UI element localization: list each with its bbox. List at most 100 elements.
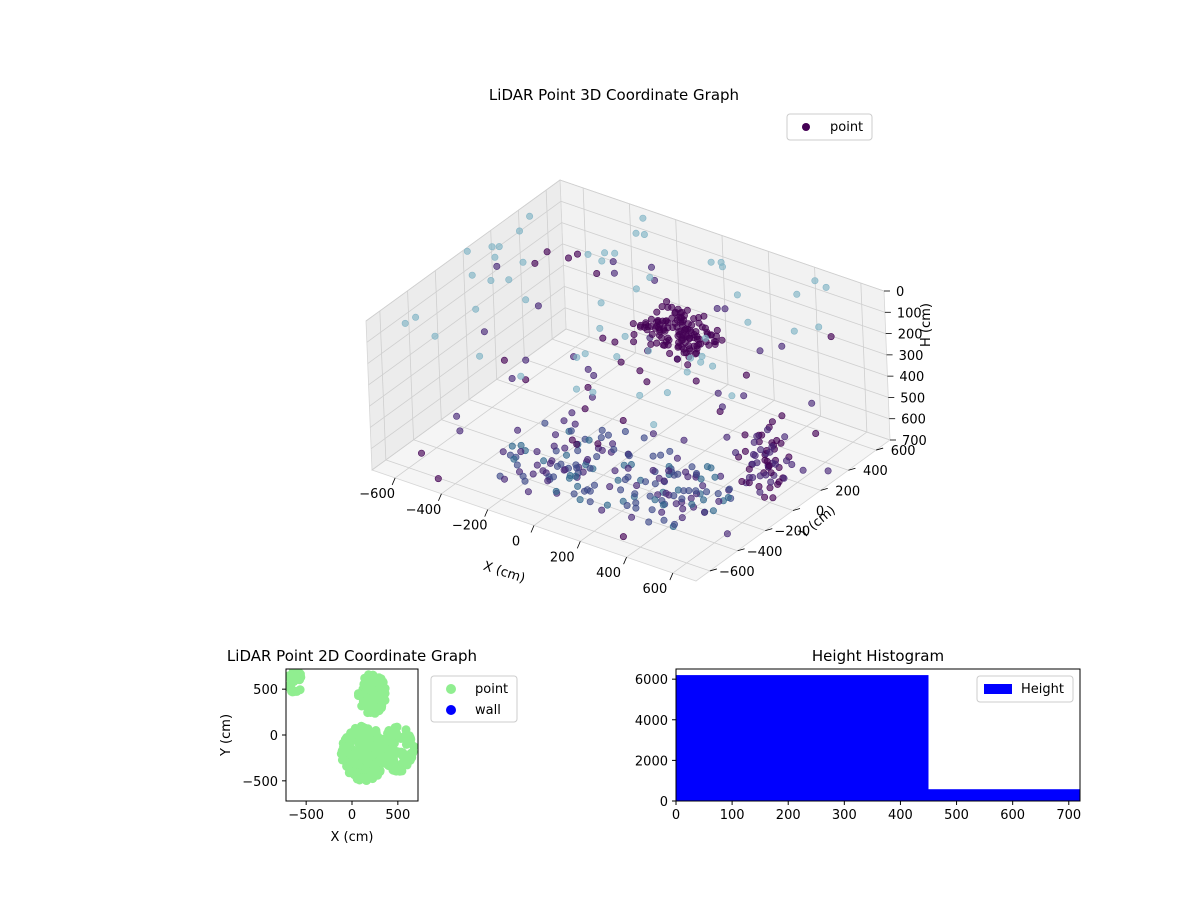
point-3d bbox=[692, 469, 700, 477]
point-3d bbox=[676, 330, 684, 338]
point-2d bbox=[355, 690, 365, 700]
x-tick-mark bbox=[669, 572, 674, 581]
point-3d bbox=[781, 433, 789, 441]
grid-y-side bbox=[545, 190, 553, 340]
grid-h-side bbox=[367, 222, 562, 364]
point-3d bbox=[517, 441, 525, 449]
point-3d bbox=[687, 494, 695, 502]
grid-h-side bbox=[369, 264, 564, 407]
point-3d bbox=[596, 324, 604, 332]
point-3d bbox=[660, 477, 668, 485]
point-3d bbox=[742, 371, 750, 379]
point-2d bbox=[359, 773, 369, 783]
point-3d bbox=[598, 257, 606, 265]
grid-x-back bbox=[582, 187, 590, 337]
point-3d bbox=[491, 253, 499, 261]
point-3d bbox=[570, 490, 578, 498]
histogram-bars bbox=[676, 675, 1080, 801]
point-3d bbox=[599, 334, 607, 342]
point-3d bbox=[598, 506, 606, 514]
point-3d bbox=[767, 478, 775, 486]
point-3d bbox=[741, 447, 749, 455]
point-3d bbox=[431, 332, 439, 340]
point-3d bbox=[644, 347, 652, 355]
y-tick-label: 600 bbox=[891, 444, 916, 459]
grid-y-side bbox=[379, 310, 387, 460]
point-3d bbox=[571, 472, 579, 480]
point-3d bbox=[597, 434, 605, 442]
point-3d bbox=[624, 464, 632, 472]
point-2d bbox=[363, 730, 373, 740]
point-3d bbox=[412, 313, 420, 321]
x-tick-label: 0 bbox=[672, 808, 680, 823]
chart-2d-ticks: −500 0 500 500 0 −500 bbox=[242, 683, 410, 823]
point-3d bbox=[741, 431, 749, 439]
point-3d bbox=[761, 493, 769, 501]
point-2d bbox=[338, 754, 348, 764]
point-3d bbox=[576, 496, 584, 504]
point-3d bbox=[710, 337, 718, 345]
grid-y-side bbox=[518, 210, 525, 360]
point-3d bbox=[571, 420, 579, 428]
point-3d bbox=[649, 452, 657, 460]
point-3d bbox=[614, 476, 622, 484]
point-2d bbox=[293, 669, 303, 679]
point-3d bbox=[692, 487, 700, 495]
point-3d bbox=[647, 315, 655, 323]
point-3d bbox=[572, 385, 580, 393]
x-tick-label: 0 bbox=[512, 535, 520, 550]
point-3d bbox=[718, 263, 726, 271]
point-3d bbox=[621, 332, 629, 340]
point-2d bbox=[384, 726, 394, 735]
point-3d bbox=[522, 376, 530, 384]
point-3d bbox=[640, 231, 648, 239]
point-3d bbox=[658, 508, 666, 516]
point-3d bbox=[517, 372, 525, 380]
point-3d bbox=[632, 229, 640, 237]
point-3d bbox=[753, 432, 761, 440]
point-3d bbox=[711, 473, 719, 481]
point-3d bbox=[684, 361, 692, 369]
point-3d bbox=[564, 254, 572, 262]
y-tick-mark bbox=[709, 568, 717, 572]
grid-h-back bbox=[564, 286, 889, 398]
point-2d bbox=[371, 726, 381, 735]
chart-3d-legend-marker bbox=[802, 123, 810, 131]
chart-2d-title: LiDAR Point 2D Coordinate Graph bbox=[227, 647, 477, 665]
point-3d bbox=[646, 273, 654, 281]
x-tick-label: 200 bbox=[776, 808, 801, 823]
x-tick-mark bbox=[623, 557, 627, 565]
point-3d bbox=[531, 259, 539, 267]
point-3d bbox=[601, 249, 609, 257]
chart-2d: LiDAR Point 2D Coordinate Graph −500 0 500… bbox=[219, 647, 518, 845]
point-3d bbox=[678, 495, 686, 503]
chart-3d: LiDAR Point 3D Coordinate Graph −600 −400… bbox=[359, 86, 934, 597]
histogram-ticks: 0 100 200 300 400 500 600 700 0 2000 4000 6000 bbox=[635, 673, 1081, 823]
y-tick-mark bbox=[848, 467, 856, 471]
y-tick-mark bbox=[737, 548, 745, 552]
histogram-title: Height Histogram bbox=[812, 647, 944, 665]
x-tick-label: 200 bbox=[550, 550, 575, 565]
point-3d bbox=[632, 504, 640, 512]
y-tick-label: 6000 bbox=[635, 673, 668, 688]
point-2d bbox=[384, 761, 394, 771]
point-3d bbox=[593, 453, 601, 461]
x-tick-label: −600 bbox=[359, 487, 395, 502]
chart-3d-legend-frame bbox=[786, 113, 873, 141]
point-3d bbox=[680, 487, 688, 495]
point-3d bbox=[790, 327, 798, 335]
point-3d bbox=[519, 472, 527, 480]
y-tick-label: 500 bbox=[253, 683, 278, 698]
point-3d bbox=[756, 488, 764, 496]
point-3d bbox=[690, 315, 698, 323]
point-3d bbox=[540, 457, 548, 465]
point-2d bbox=[354, 728, 364, 737]
point-2d bbox=[393, 761, 403, 771]
point-3d bbox=[718, 403, 726, 411]
grid-y-side bbox=[407, 290, 414, 440]
point-3d bbox=[679, 336, 687, 344]
x-tick-label: −200 bbox=[452, 519, 488, 534]
grid-h-back bbox=[560, 200, 885, 313]
point-3d bbox=[738, 477, 746, 485]
